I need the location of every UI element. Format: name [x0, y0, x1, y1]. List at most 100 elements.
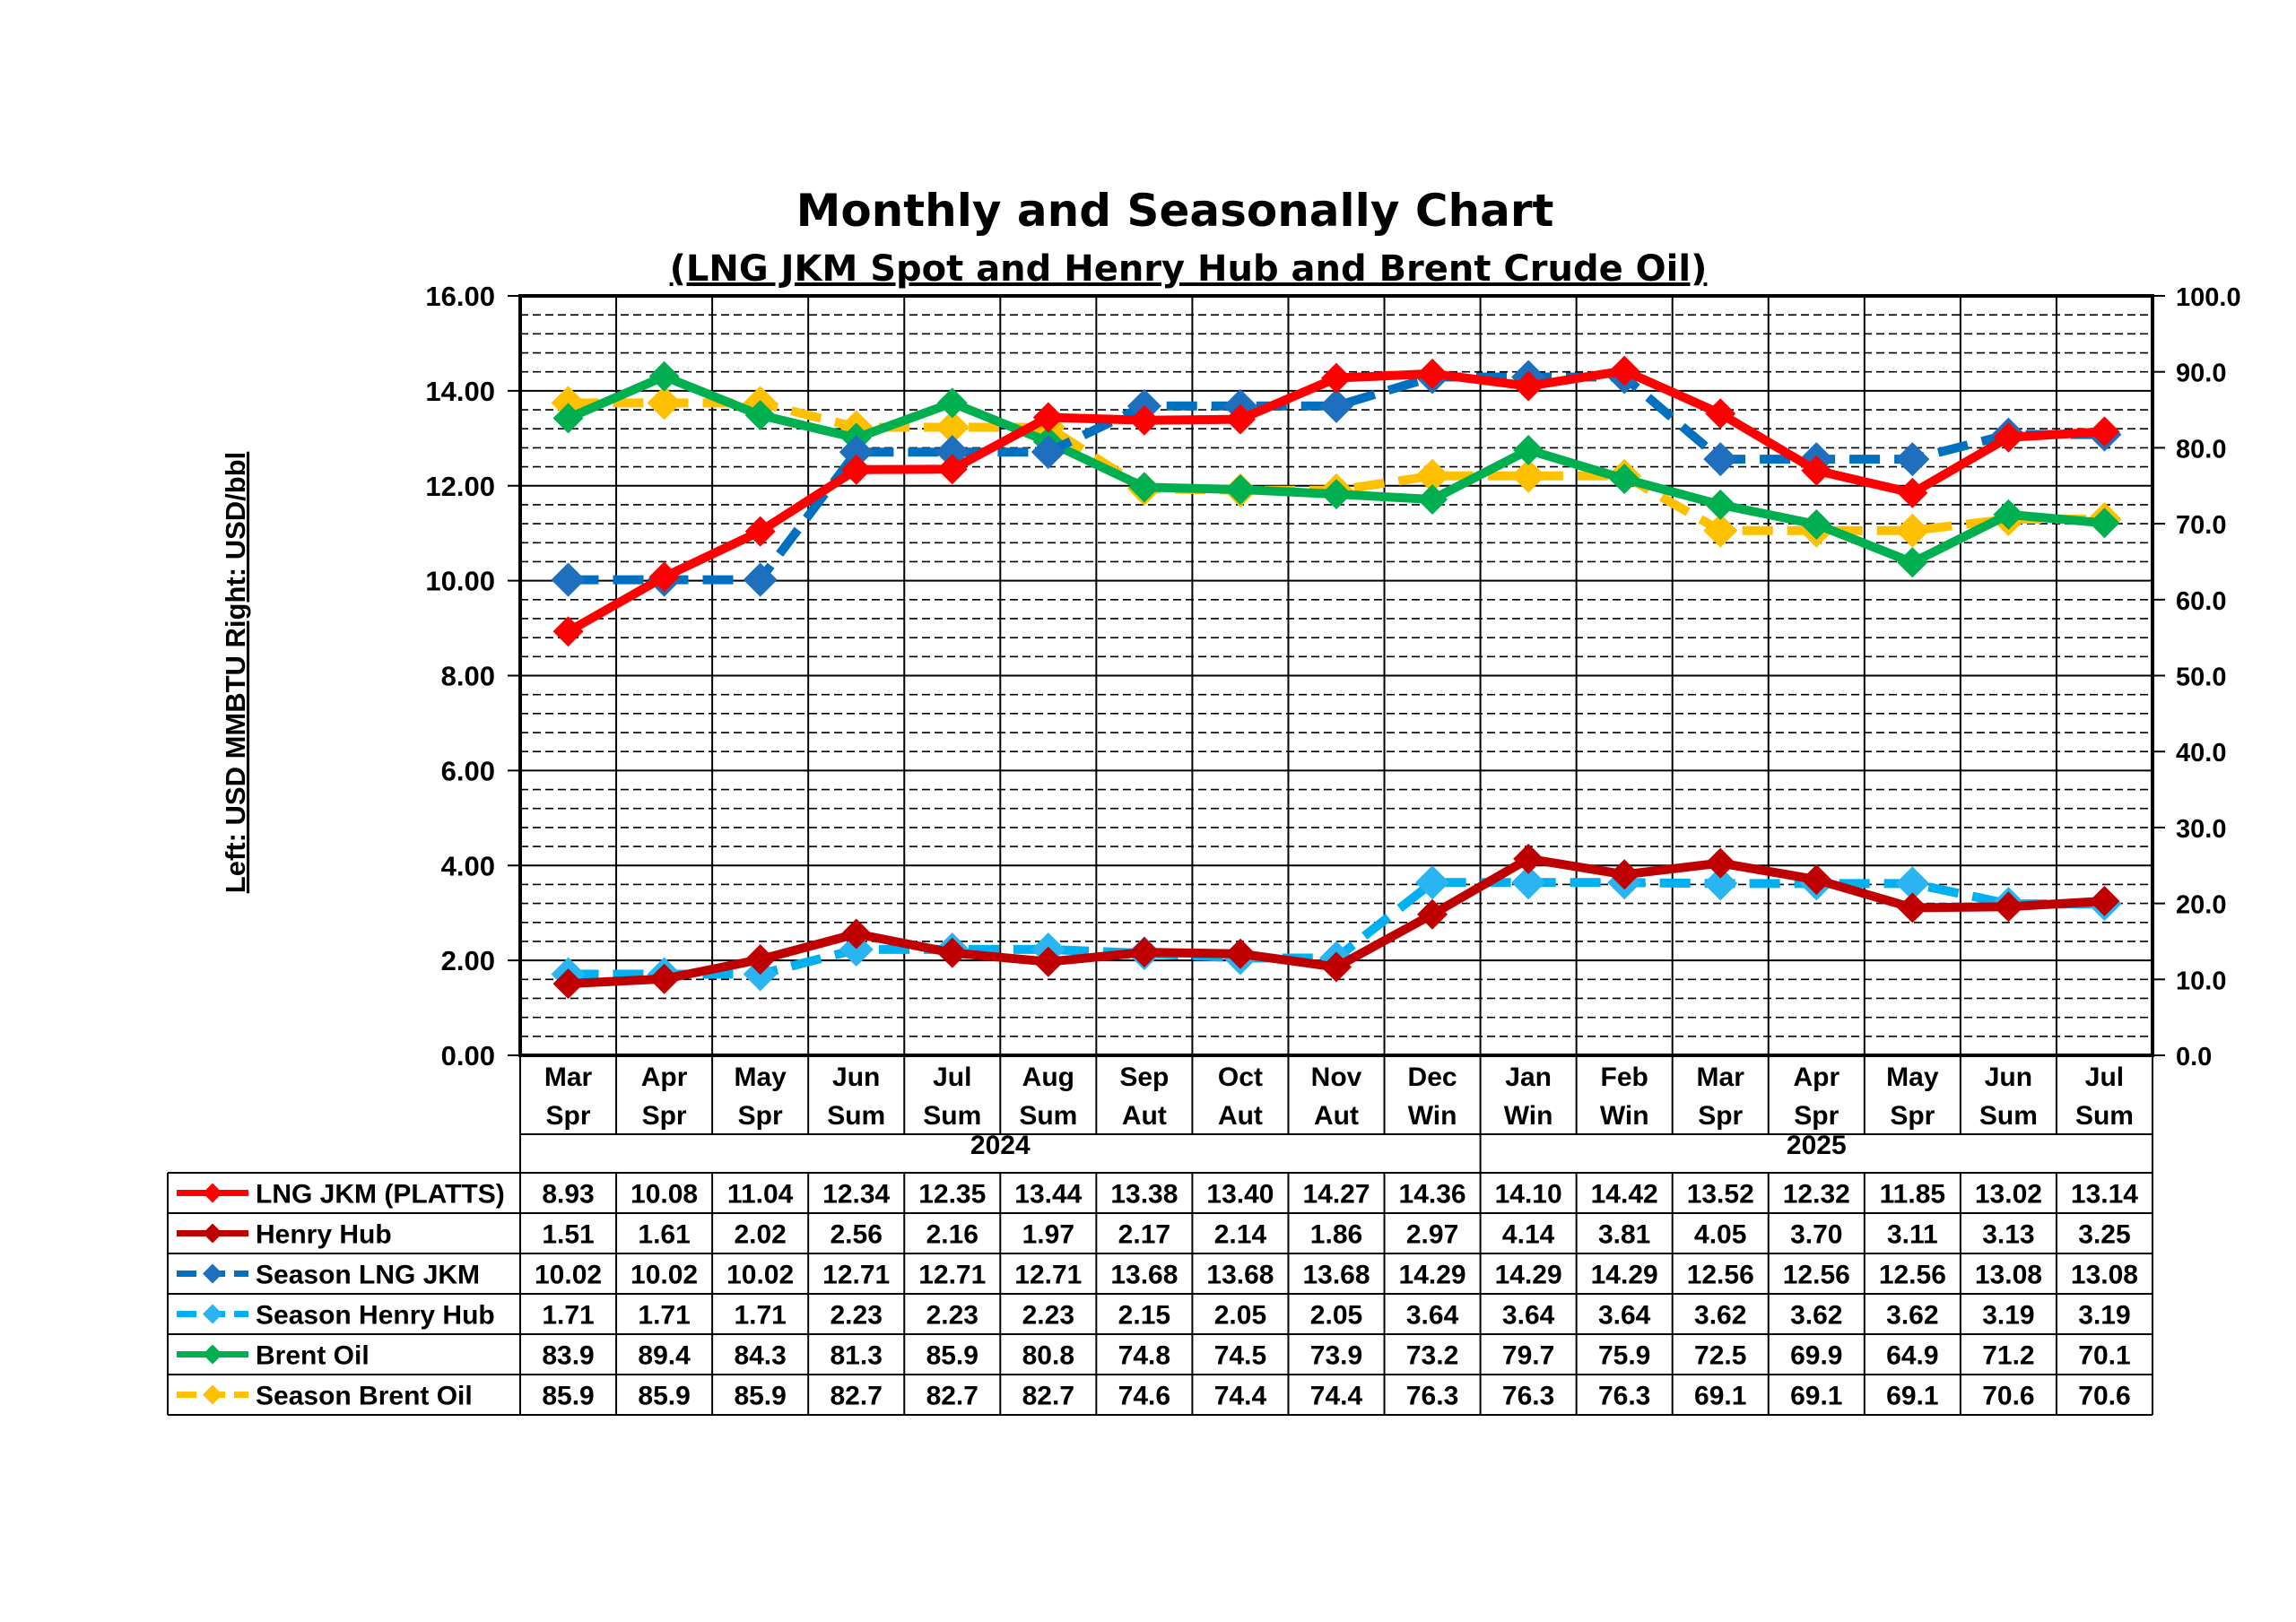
data-point-marker [552, 616, 584, 647]
month-label: Jul [933, 1063, 971, 1092]
table-cell-value: 2.97 [1406, 1220, 1458, 1250]
data-point-marker [1895, 866, 1930, 901]
year-label: 2025 [1787, 1131, 1847, 1160]
data-point-marker [840, 918, 872, 950]
table-cell-value: 76.3 [1598, 1382, 1650, 1411]
left-tick-label: 10.00 [425, 566, 495, 597]
table-cell-value: 2.56 [831, 1220, 883, 1250]
table-cell-value: 2.23 [1022, 1301, 1074, 1331]
data-point-marker [1415, 458, 1450, 493]
table-cell-value: 85.9 [542, 1382, 594, 1411]
data-point-marker [1032, 946, 1064, 977]
table-cell-value: 14.29 [1591, 1261, 1658, 1290]
data-point-marker [935, 410, 970, 445]
data-point-marker [1895, 513, 1930, 548]
table-cell-value: 14.42 [1591, 1180, 1658, 1210]
data-point-marker [1417, 358, 1448, 389]
right-tick-label: 0.0 [2176, 1043, 2212, 1071]
data-point-marker [1319, 388, 1353, 423]
table-cell-value: 2.02 [734, 1220, 786, 1250]
data-point-marker [1897, 892, 1928, 924]
data-point-marker [647, 386, 682, 421]
data-point-marker [1032, 402, 1064, 433]
data-point-marker [1513, 370, 1544, 402]
table-cell-value: 70.1 [2078, 1341, 2130, 1371]
data-point-marker [936, 454, 968, 485]
legend-series-name: Henry Hub [256, 1220, 392, 1250]
table-cell-value: 69.9 [1790, 1341, 1842, 1371]
right-tick-label: 80.0 [2176, 435, 2226, 464]
data-point-marker [551, 562, 586, 597]
month-label: Oct [1218, 1063, 1263, 1092]
table-cell-value: 89.4 [638, 1341, 691, 1371]
season-label: Spr [546, 1101, 591, 1131]
data-point-marker [1513, 843, 1544, 874]
legend-key-marker [203, 1304, 222, 1324]
table-cell-value: 3.62 [1694, 1301, 1746, 1331]
legend-series-name: Brent Oil [256, 1341, 370, 1371]
data-point-marker [743, 562, 778, 597]
data-point-marker [552, 403, 584, 434]
table-cell-value: 3.19 [2078, 1301, 2130, 1331]
table-cell-value: 2.23 [831, 1301, 883, 1331]
data-table: 2024 2025 Mar Spr Apr Spr May Spr Jun Sum Jul Sum Au… [167, 1055, 2153, 1416]
data-point-marker [648, 360, 680, 392]
table-cell-value: 13.68 [1206, 1261, 1274, 1290]
table-cell-value: 75.9 [1598, 1341, 1650, 1371]
table-cell-value: 64.9 [1886, 1341, 1938, 1371]
table-cell-value: 2.15 [1118, 1301, 1170, 1331]
table-cell-value: 69.1 [1694, 1382, 1746, 1411]
data-point-marker [1128, 472, 1160, 503]
table-cell-value: 85.9 [926, 1341, 978, 1371]
table-cell-value: 11.04 [727, 1180, 794, 1210]
table-cell-value: 12.56 [1783, 1261, 1850, 1290]
data-point-marker [1224, 473, 1256, 505]
data-point-marker [2089, 416, 2120, 447]
table-cell-value: 1.71 [734, 1301, 786, 1331]
table-cell-value: 69.1 [1886, 1382, 1938, 1411]
left-tick-label: 0.00 [441, 1040, 495, 1071]
table-cell-value: 4.05 [1694, 1220, 1746, 1250]
data-point-marker [1705, 489, 1736, 520]
table-cell-value: 13.68 [1110, 1261, 1178, 1290]
table-cell-value: 12.71 [918, 1261, 986, 1290]
table-cell-value: 82.7 [831, 1382, 883, 1411]
table-cell-value: 12.32 [1783, 1180, 1850, 1210]
table-cell-value: 73.2 [1406, 1341, 1458, 1371]
table-cell-value: 76.3 [1502, 1382, 1554, 1411]
table-cell-value: 70.6 [2078, 1382, 2130, 1411]
data-point-marker [1801, 455, 1832, 486]
data-point-marker [1321, 479, 1352, 510]
data-point-marker [1321, 951, 1352, 983]
left-tick-label: 12.00 [425, 471, 495, 502]
data-point-marker [1897, 477, 1928, 508]
right-tick-label: 70.0 [2176, 511, 2226, 540]
table-cell-value: 3.64 [1502, 1301, 1555, 1331]
table-cell-value: 3.25 [2078, 1220, 2130, 1250]
legend-series-name: Season LNG JKM [256, 1261, 480, 1290]
table-cell-value: 14.27 [1302, 1180, 1370, 1210]
table-cell-value: 1.86 [1310, 1220, 1362, 1250]
month-label: Jun [832, 1063, 880, 1092]
table-cell-value: 85.9 [734, 1382, 786, 1411]
table-cell-value: 12.34 [822, 1180, 890, 1210]
legend-series-name: Season Henry Hub [256, 1301, 495, 1331]
table-cell-value: 2.23 [926, 1301, 978, 1331]
table-cell-value: 70.6 [1982, 1382, 2034, 1411]
table-cell-value: 82.7 [926, 1382, 978, 1411]
table-cell-value: 13.52 [1687, 1180, 1754, 1210]
data-point-marker [839, 435, 874, 470]
data-point-marker [1128, 404, 1160, 436]
table-cell-value: 74.4 [1214, 1382, 1267, 1411]
table-cell-value: 3.81 [1598, 1220, 1650, 1250]
data-point-marker [1321, 362, 1352, 394]
table-cell-value: 83.9 [542, 1341, 594, 1371]
table-cell-value: 71.2 [1982, 1341, 2034, 1371]
month-label: Jun [1985, 1063, 2032, 1092]
table-cell-value: 3.64 [1598, 1301, 1651, 1331]
table-cell-value: 73.9 [1310, 1341, 1362, 1371]
data-point-marker [1417, 898, 1448, 930]
table-cell-value: 13.68 [1302, 1261, 1370, 1290]
table-cell-value: 2.05 [1214, 1301, 1266, 1331]
